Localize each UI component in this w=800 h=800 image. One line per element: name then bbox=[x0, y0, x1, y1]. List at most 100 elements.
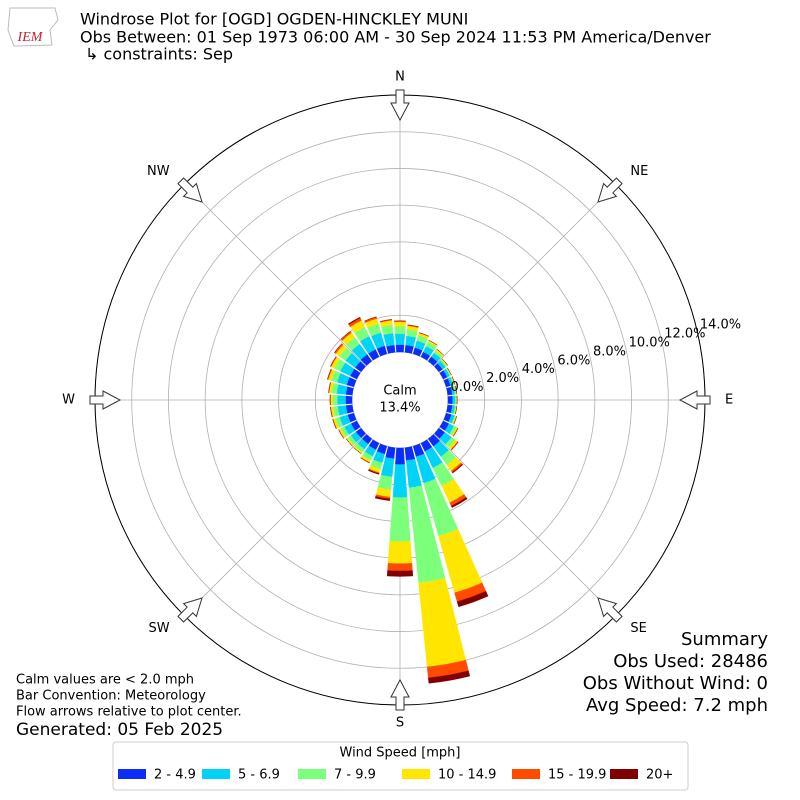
summary-line: Summary bbox=[681, 629, 768, 650]
legend-swatch bbox=[512, 769, 540, 779]
legend-box bbox=[112, 741, 689, 791]
bar bbox=[394, 326, 406, 334]
legend-swatch bbox=[298, 769, 326, 779]
radial-grid-line bbox=[184, 433, 367, 616]
bar bbox=[395, 447, 405, 465]
r-tick-label: 14.0% bbox=[700, 318, 741, 333]
compass-label: SW bbox=[148, 621, 169, 636]
bar bbox=[428, 670, 471, 684]
bar bbox=[348, 316, 361, 325]
logo-text: IEM bbox=[17, 30, 44, 45]
bar bbox=[364, 316, 377, 322]
bar bbox=[451, 497, 468, 508]
constraints: ↳ constraints: Sep bbox=[85, 45, 233, 64]
bar bbox=[345, 395, 353, 405]
compass-arrow bbox=[177, 597, 203, 623]
r-tick-label: 2.0% bbox=[486, 371, 519, 386]
generated: Generated: 05 Feb 2025 bbox=[16, 720, 223, 740]
compass-arrow bbox=[597, 177, 623, 203]
compass-label: SE bbox=[630, 621, 646, 636]
r-tick-label: 6.0% bbox=[557, 353, 590, 368]
bar bbox=[374, 496, 391, 501]
bar bbox=[368, 469, 380, 475]
bar bbox=[392, 464, 408, 498]
legend-swatch bbox=[610, 769, 638, 779]
r-tick-label: 8.0% bbox=[593, 344, 626, 359]
r-tick-label: 0.0% bbox=[450, 380, 483, 395]
note-line: Calm values are < 2.0 mph bbox=[16, 673, 194, 688]
chart-title: Windrose Plot for [OGD] OGDEN-HINCKLEY M… bbox=[80, 10, 468, 29]
bar bbox=[456, 590, 489, 608]
bar bbox=[387, 563, 413, 572]
bar bbox=[407, 324, 419, 327]
bar bbox=[332, 394, 338, 406]
bar bbox=[447, 395, 453, 405]
legend-swatch bbox=[118, 769, 146, 779]
bar bbox=[455, 405, 458, 415]
bar bbox=[394, 321, 406, 327]
compass-arrow bbox=[390, 89, 410, 122]
note-line: Flow arrows relative to plot center. bbox=[16, 705, 242, 720]
grid-ring bbox=[168, 168, 632, 632]
compass-arrow bbox=[678, 390, 711, 410]
bar bbox=[330, 407, 333, 418]
legend-title: Wind Speed [mph] bbox=[340, 746, 461, 761]
r-tick-label: 4.0% bbox=[522, 362, 555, 377]
legend-label: 2 - 4.9 bbox=[154, 768, 196, 783]
bar bbox=[453, 416, 457, 425]
compass-arrow bbox=[89, 390, 122, 410]
compass-label: NE bbox=[630, 164, 648, 179]
summary-line: Obs Without Wind: 0 bbox=[583, 673, 768, 694]
compass-label: NW bbox=[147, 164, 170, 179]
bar bbox=[453, 428, 459, 437]
bar bbox=[442, 358, 448, 366]
compass-arrow bbox=[390, 678, 410, 711]
summary-line: Obs Used: 28486 bbox=[613, 651, 768, 672]
bar bbox=[394, 333, 406, 345]
bar bbox=[452, 463, 464, 474]
note-line: Bar Convention: Meteorology bbox=[16, 689, 206, 704]
bar bbox=[452, 395, 456, 405]
legend-label: 20+ bbox=[646, 768, 673, 783]
bar bbox=[330, 394, 334, 406]
bar bbox=[338, 429, 344, 439]
legend-label: 10 - 14.9 bbox=[438, 768, 496, 783]
bar bbox=[386, 570, 414, 577]
compass-arrow bbox=[597, 597, 623, 623]
grid-ring bbox=[131, 131, 669, 669]
legend-label: 5 - 6.9 bbox=[238, 768, 280, 783]
compass-label: N bbox=[395, 70, 405, 85]
bar bbox=[337, 395, 346, 405]
bar bbox=[380, 319, 392, 322]
calm-value: 13.4% bbox=[379, 401, 420, 416]
bar bbox=[447, 367, 452, 376]
bar bbox=[389, 497, 411, 542]
bar bbox=[419, 332, 429, 337]
compass-arrow bbox=[177, 177, 203, 203]
logo: IEM bbox=[7, 7, 59, 47]
radial-grid-line bbox=[184, 184, 367, 367]
legend-swatch bbox=[402, 769, 430, 779]
bar bbox=[452, 376, 456, 385]
legend-swatch bbox=[202, 769, 230, 779]
chart-subtitle: Obs Between: 01 Sep 1973 06:00 AM - 30 S… bbox=[80, 28, 711, 47]
bar bbox=[327, 368, 332, 380]
bar bbox=[395, 344, 405, 353]
bar bbox=[387, 541, 413, 564]
r-tick-label: 10.0% bbox=[629, 336, 670, 351]
legend-label: 7 - 9.9 bbox=[334, 768, 376, 783]
compass-label: W bbox=[62, 393, 75, 408]
calm-label: Calm bbox=[383, 384, 416, 399]
bar bbox=[436, 349, 444, 356]
compass-label: E bbox=[725, 393, 733, 408]
radial-grid-line bbox=[433, 433, 616, 616]
bar bbox=[428, 340, 438, 346]
compass-label: S bbox=[396, 716, 404, 731]
r-tick-label: 12.0% bbox=[664, 327, 705, 342]
radial-grid-line bbox=[433, 184, 616, 367]
logo-outline bbox=[7, 7, 59, 47]
calm-circle bbox=[353, 353, 447, 447]
grid-ring bbox=[204, 204, 596, 596]
legend-label: 15 - 19.9 bbox=[548, 768, 606, 783]
